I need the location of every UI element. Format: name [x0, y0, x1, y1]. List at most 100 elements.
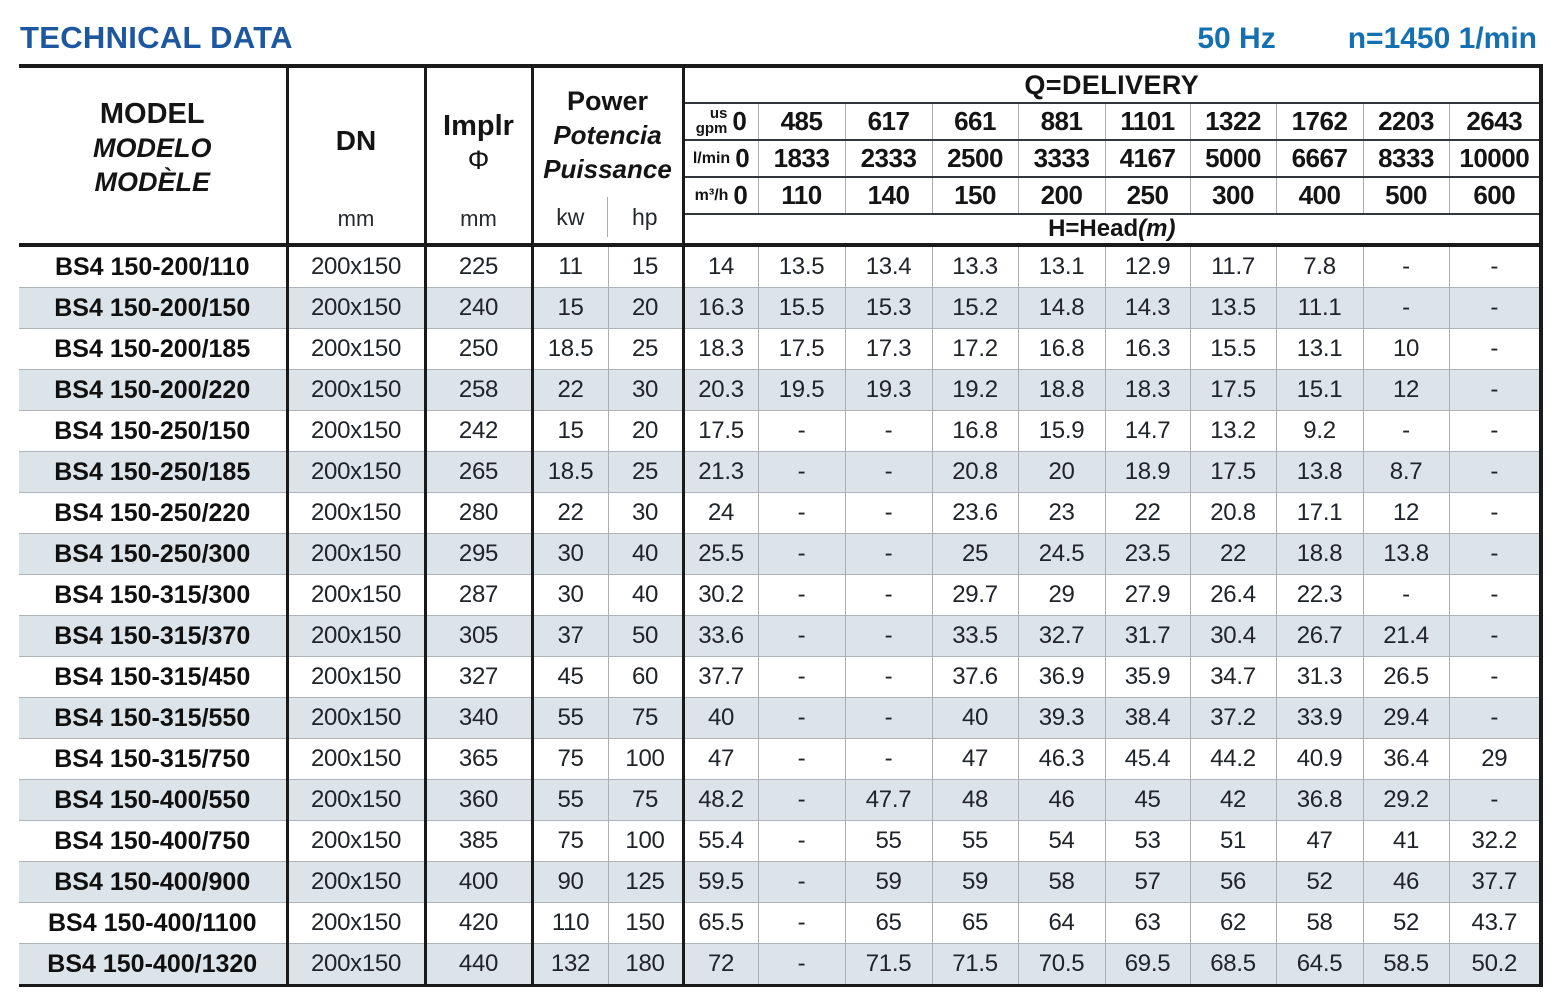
head-label-row: H=Head(m) [19, 213, 1542, 245]
hp-cell: 30 [607, 369, 684, 411]
delivery-value: 0 [732, 106, 747, 136]
head-value: - [757, 451, 846, 493]
delivery-value: 661 [931, 102, 1019, 140]
head-value: 58.5 [1362, 943, 1450, 986]
head-value: 52 [1275, 861, 1364, 903]
table-row: BS4 150-250/150 200x150 242 15 20 17.5- -16.8 1… [19, 410, 1542, 452]
head-value: 14.8 [1017, 287, 1106, 329]
column-header-dn: DN mm [285, 66, 425, 245]
head-value: 15.9 [1017, 410, 1106, 452]
delivery-unit-label-m3-h: m³/h 0 [681, 176, 759, 214]
head-value: 17.5 [757, 328, 846, 370]
head-value: 23 [1017, 492, 1106, 534]
head-value: 48.2 [681, 779, 759, 821]
impeller-diameter-symbol: Φ [467, 144, 490, 175]
head-value: 33.5 [931, 615, 1019, 657]
head-value: 29.4 [1362, 697, 1450, 739]
kw-cell: 55 [530, 697, 608, 739]
impeller-cell: 327 [423, 656, 532, 698]
head-value: - [844, 697, 933, 739]
head-value: - [1362, 410, 1450, 452]
head-value: 46 [1017, 779, 1106, 821]
head-value: 11.7 [1189, 243, 1277, 288]
head-value: - [1448, 328, 1542, 370]
dn-cell: 200x150 [285, 451, 425, 493]
impeller-label: Implr [443, 109, 514, 142]
head-value: 26.7 [1275, 615, 1364, 657]
dn-cell: 200x150 [285, 287, 425, 329]
delivery-value: 2500 [931, 139, 1019, 177]
head-value: 12 [1362, 369, 1450, 411]
head-value: - [1362, 574, 1450, 616]
table-row: BS4 150-250/300 200x150 295 30 40 25.5- -25 24.… [19, 533, 1542, 575]
impeller-cell: 385 [423, 820, 532, 862]
model-label-es: MODELO [93, 132, 212, 163]
head-value: 14.3 [1104, 287, 1191, 329]
head-value: 37.7 [1448, 861, 1542, 903]
dn-cell: 200x150 [285, 369, 425, 411]
head-value: 13.5 [757, 243, 846, 288]
delivery-unit-row-us-gpm: us gpm 0 485 617 661 881 1101 1322 1762 2203 2643 [19, 102, 1542, 140]
head-value: - [1448, 697, 1542, 739]
head-value: 29 [1017, 574, 1106, 616]
delivery-unit-row-l-min: l/min 0 1833 2333 2500 3333 4167 5000 6667 8333 10… [19, 139, 1542, 177]
head-value: 37.6 [931, 656, 1019, 698]
head-value: 27.9 [1104, 574, 1191, 616]
head-value: 55.4 [681, 820, 759, 862]
head-value: 45 [1104, 779, 1191, 821]
head-value: 39.3 [1017, 697, 1106, 739]
head-value: 71.5 [931, 943, 1019, 986]
head-value: 48 [931, 779, 1019, 821]
impeller-unit: mm [460, 206, 497, 231]
model-cell: BS4 150-250/185 [19, 451, 287, 493]
head-value: - [1448, 287, 1542, 329]
head-value: 20 [1017, 451, 1106, 493]
head-value: 13.1 [1017, 243, 1106, 288]
impeller-cell: 295 [423, 533, 532, 575]
unit-text: m³/h [694, 186, 729, 204]
impeller-cell: 340 [423, 697, 532, 739]
head-value: 12.9 [1104, 243, 1191, 288]
model-cell: BS4 150-250/300 [19, 533, 287, 575]
head-value: - [1448, 574, 1542, 616]
model-cell: BS4 150-400/750 [19, 820, 287, 862]
head-value: 10 [1362, 328, 1450, 370]
head-value: 15.5 [757, 287, 846, 329]
hp-cell: 75 [607, 697, 684, 739]
delivery-unit-row-m3-h: m³/h 0 110 140 150 200 250 300 400 500 600 [19, 176, 1542, 214]
head-value: 46.3 [1017, 738, 1106, 780]
head-value: 13.1 [1275, 328, 1364, 370]
head-value: 42 [1189, 779, 1277, 821]
head-value: 13.8 [1275, 451, 1364, 493]
head-value: 31.7 [1104, 615, 1191, 657]
head-value: 22 [1189, 533, 1277, 575]
head-value: 43.7 [1448, 902, 1542, 944]
head-value: - [1448, 615, 1542, 657]
delivery-value: 300 [1189, 176, 1277, 214]
head-value: - [757, 492, 846, 534]
head-value: 16.3 [1104, 328, 1191, 370]
head-value: 51 [1189, 820, 1277, 862]
head-value: - [1362, 243, 1450, 288]
head-value: 23.5 [1104, 533, 1191, 575]
table-row: BS4 150-250/220 200x150 280 22 30 24- -23.6 23 2… [19, 492, 1542, 534]
head-value: 37.7 [681, 656, 759, 698]
head-value: - [844, 574, 933, 616]
dn-cell: 200x150 [285, 779, 425, 821]
head-value: 72 [681, 943, 759, 986]
delivery-value: 200 [1017, 176, 1106, 214]
head-value: 68.5 [1189, 943, 1277, 986]
kw-cell: 45 [530, 656, 608, 698]
head-value: 23.6 [931, 492, 1019, 534]
delivery-value: 1762 [1275, 102, 1364, 140]
unit-text: l/min [692, 149, 731, 167]
kw-cell: 90 [530, 861, 608, 903]
unit-text: us gpm [695, 105, 728, 137]
head-value: 13.3 [931, 243, 1019, 288]
hp-cell: 30 [607, 492, 684, 534]
kw-cell: 75 [530, 820, 608, 862]
hp-cell: 25 [607, 451, 684, 493]
model-cell: BS4 150-200/150 [19, 287, 287, 329]
delivery-value: 2643 [1448, 102, 1542, 140]
